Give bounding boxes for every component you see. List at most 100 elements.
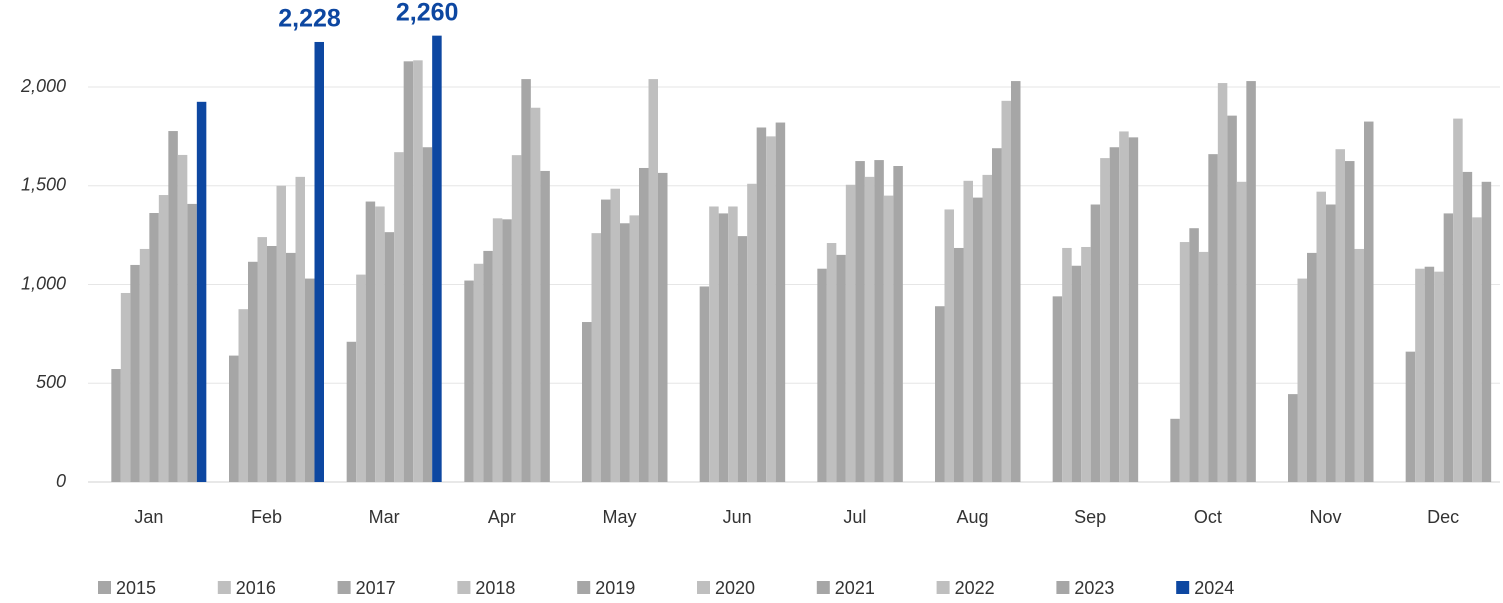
bar xyxy=(1119,131,1129,482)
bar xyxy=(473,263,484,482)
bar xyxy=(893,166,903,482)
bar xyxy=(1100,158,1110,482)
bar xyxy=(935,306,945,482)
y-tick-label: 1,000 xyxy=(21,273,66,293)
bar xyxy=(1208,154,1218,482)
bar xyxy=(422,147,433,483)
bar xyxy=(384,232,395,482)
x-tick-label: Jan xyxy=(134,507,163,527)
x-tick-label: Jun xyxy=(723,507,752,527)
legend-swatch xyxy=(217,581,231,594)
bar xyxy=(699,286,710,482)
bar xyxy=(954,247,964,482)
bar xyxy=(864,176,875,483)
y-tick-label: 1,500 xyxy=(21,175,66,195)
bar xyxy=(276,185,286,482)
bar xyxy=(1071,265,1082,482)
bar xyxy=(1090,204,1101,482)
bar xyxy=(766,136,776,482)
bar xyxy=(1236,181,1247,483)
bar xyxy=(1415,268,1425,482)
legend-swatch xyxy=(98,581,111,594)
bar xyxy=(196,101,207,482)
legend-swatch xyxy=(457,581,471,594)
bar xyxy=(120,292,131,482)
x-tick-label: Sep xyxy=(1074,507,1106,527)
bar xyxy=(1443,213,1454,482)
x-tick-label: Nov xyxy=(1309,507,1341,527)
bar xyxy=(658,172,668,482)
bar xyxy=(111,369,121,482)
bar xyxy=(610,188,620,482)
legend-swatch xyxy=(816,581,830,594)
bar xyxy=(1462,171,1473,483)
legend-label: 2021 xyxy=(835,578,875,598)
bar xyxy=(1217,83,1228,483)
bar xyxy=(845,184,856,482)
bar xyxy=(1326,204,1336,482)
bar xyxy=(168,131,178,483)
bar xyxy=(1246,81,1256,482)
bar xyxy=(648,79,658,482)
bar xyxy=(944,209,954,482)
bar xyxy=(1179,242,1190,482)
bar xyxy=(1198,251,1209,482)
bar xyxy=(826,243,837,482)
bar xyxy=(1472,217,1482,482)
bar xyxy=(295,176,305,483)
legend-swatch xyxy=(577,581,591,594)
bar xyxy=(492,218,503,482)
bar xyxy=(718,213,729,482)
bar xyxy=(130,264,140,482)
bar xyxy=(883,195,894,482)
bar xyxy=(1364,121,1374,482)
legend-label: 2015 xyxy=(116,578,156,598)
legend-swatch xyxy=(1056,581,1070,594)
bar xyxy=(248,261,258,482)
bar xyxy=(314,41,324,482)
bar xyxy=(973,197,983,482)
bar xyxy=(540,170,550,482)
bar xyxy=(149,213,159,482)
bar xyxy=(1109,147,1120,483)
bar xyxy=(356,274,366,482)
bar xyxy=(963,180,973,482)
x-tick-label: Apr xyxy=(488,507,516,527)
bar xyxy=(775,122,786,483)
legend-swatch xyxy=(1176,581,1190,594)
bar xyxy=(394,152,404,483)
bar xyxy=(158,195,169,482)
x-tick-label: Aug xyxy=(956,507,988,527)
legend-label: 2017 xyxy=(356,578,396,598)
x-tick-label: May xyxy=(602,507,636,527)
bar xyxy=(375,206,385,483)
bar xyxy=(747,183,757,482)
bar xyxy=(582,322,592,482)
bar xyxy=(1062,247,1072,482)
bar xyxy=(305,278,315,482)
bar xyxy=(1189,228,1199,482)
bar xyxy=(728,206,738,483)
bar xyxy=(1288,394,1298,482)
bar xyxy=(432,35,442,483)
legend-label: 2023 xyxy=(1074,578,1114,598)
bar xyxy=(286,252,296,482)
bar xyxy=(139,248,150,482)
bar xyxy=(591,233,601,482)
legend-swatch xyxy=(936,581,950,594)
bar xyxy=(992,148,1002,482)
bar xyxy=(403,61,414,482)
bar xyxy=(1297,278,1307,482)
bar xyxy=(629,215,639,482)
bar xyxy=(1011,81,1021,482)
bar xyxy=(1453,118,1463,482)
bar xyxy=(620,223,630,482)
bar xyxy=(464,280,474,482)
x-tick-label: Oct xyxy=(1194,507,1222,527)
x-tick-label: Mar xyxy=(369,507,400,527)
bar xyxy=(346,341,357,482)
bar xyxy=(817,268,827,482)
bar xyxy=(737,236,748,482)
bar xyxy=(1424,266,1435,482)
bar xyxy=(187,203,197,483)
